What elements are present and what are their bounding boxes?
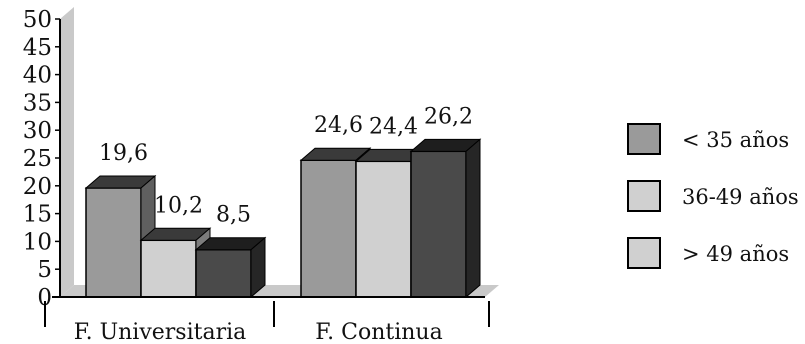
bar-front <box>140 239 197 298</box>
bar-front <box>355 160 412 298</box>
bar <box>194 236 267 299</box>
legend: < 35 años 36-49 años > 49 años <box>627 123 799 269</box>
bar <box>409 138 482 299</box>
legend-item: 36-49 años <box>627 180 799 212</box>
y-tick-label: 10 <box>23 229 52 255</box>
bar-front <box>300 159 357 298</box>
y-tick-label: 30 <box>23 118 52 144</box>
y-tick-label: 35 <box>23 90 52 116</box>
y-tick-label: 25 <box>23 146 52 172</box>
bars <box>84 138 482 299</box>
legend-swatch <box>627 123 661 155</box>
y-tick-label: 40 <box>23 63 52 89</box>
data-label: 8,5 <box>216 203 251 228</box>
y-tick-label: 15 <box>23 202 52 228</box>
y-tick-label: 5 <box>37 257 52 283</box>
y-tick-label: 0 <box>37 285 52 311</box>
data-label: 24,4 <box>369 114 418 139</box>
legend-swatch <box>627 180 661 212</box>
legend-label: 36-49 años <box>682 185 799 209</box>
x-axis: F. Universitaria F. Continua <box>44 296 490 344</box>
data-labels: 19,6 10,2 8,5 24,6 24,4 26,2 <box>99 104 473 227</box>
data-label: 24,6 <box>314 113 363 138</box>
data-label: 19,6 <box>99 141 148 166</box>
y-tick-label: 20 <box>23 174 52 200</box>
legend-swatch <box>627 237 661 269</box>
data-label: 10,2 <box>154 193 203 218</box>
legend-item: > 49 años <box>627 237 789 269</box>
legend-label: > 49 años <box>682 242 789 266</box>
x-category-label: F. Continua <box>315 320 442 344</box>
y-tick-label: 45 <box>23 35 52 61</box>
bar-side <box>465 138 481 299</box>
back-wall <box>60 7 74 297</box>
bar-front <box>410 150 467 298</box>
bar-front <box>195 248 252 298</box>
x-category-label: F. Universitaria <box>74 320 247 344</box>
legend-label: < 35 años <box>682 128 789 152</box>
data-label: 26,2 <box>424 104 473 129</box>
bar-front <box>85 187 142 298</box>
legend-item: < 35 años <box>627 123 789 155</box>
bar-side <box>250 236 266 299</box>
y-tick-label: 50 <box>23 7 52 33</box>
